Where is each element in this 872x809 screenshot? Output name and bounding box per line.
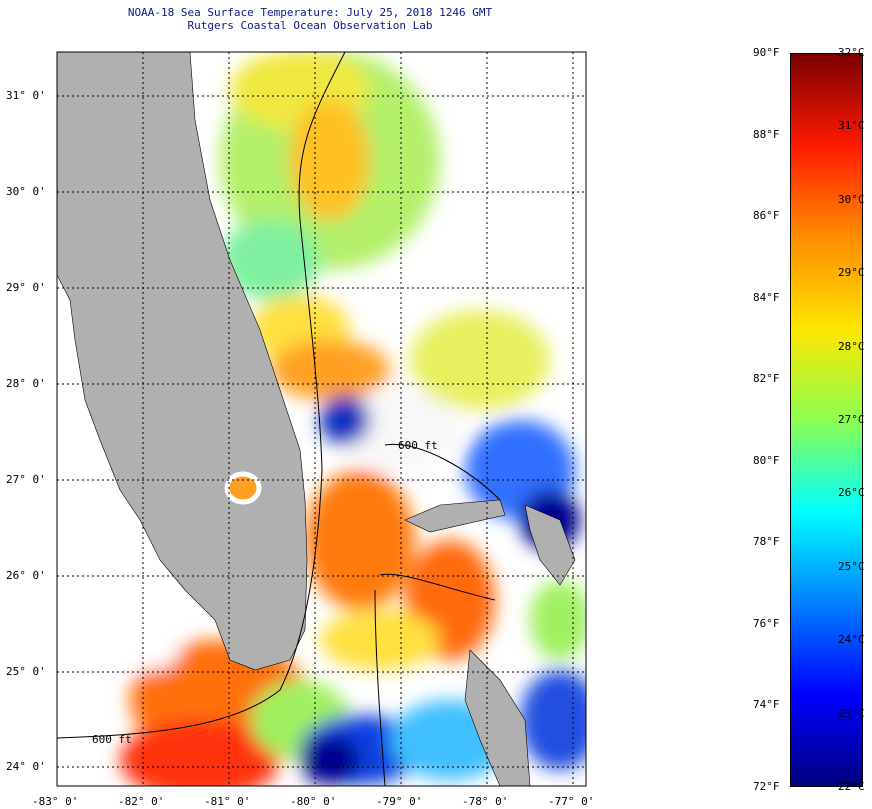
- fahrenheit-label: 80°F: [753, 453, 780, 467]
- fahrenheit-label: 76°F: [753, 616, 780, 630]
- contour-label: 600 ft: [92, 733, 132, 746]
- lat-label: 29° 0': [6, 281, 46, 294]
- map-subtitle: Rutgers Coastal Ocean Observation Lab: [187, 19, 433, 32]
- celsius-label: 25°C: [838, 559, 865, 573]
- florida-land: [57, 52, 308, 671]
- fahrenheit-label: 86°F: [753, 209, 780, 223]
- fahrenheit-label: 78°F: [753, 535, 780, 549]
- lon-label: -82° 0': [118, 795, 165, 808]
- sst-map: 600 ft 600 ft: [56, 51, 587, 787]
- lat-label: 25° 0': [6, 665, 46, 678]
- lon-label: -83° 0': [32, 795, 79, 808]
- lon-label: -78° 0': [462, 795, 509, 808]
- lake-okeechobee: [224, 471, 262, 505]
- celsius-label: 32°C: [838, 46, 865, 59]
- lat-label: 24° 0': [6, 760, 46, 773]
- grand-bahama: [404, 499, 506, 533]
- celsius-label: 29°C: [838, 266, 865, 280]
- celsius-label: 24°C: [838, 633, 865, 647]
- celsius-label: 22°C: [838, 780, 865, 793]
- celsius-label: 31°C: [838, 119, 865, 133]
- fahrenheit-label: 74°F: [753, 698, 780, 712]
- celsius-label: 30°C: [838, 192, 865, 206]
- depth-contour-600ft: [57, 52, 501, 786]
- contour-label: 600 ft: [398, 439, 438, 452]
- celsius-label: 26°C: [838, 486, 865, 500]
- fahrenheit-label: 72°F: [753, 780, 780, 793]
- lat-label: 30° 0': [6, 185, 46, 198]
- lat-label: 31° 0': [6, 89, 46, 102]
- celsius-label: 28°C: [838, 339, 865, 353]
- map-frame: [56, 51, 587, 787]
- fahrenheit-label: 84°F: [753, 290, 780, 304]
- lat-label: 28° 0': [6, 377, 46, 390]
- fahrenheit-label: 88°F: [753, 127, 780, 141]
- fahrenheit-label: 82°F: [753, 372, 780, 386]
- lon-label: -80° 0': [290, 795, 337, 808]
- lat-label: 27° 0': [6, 473, 46, 486]
- graticule: [57, 52, 586, 786]
- abaco-island: [524, 504, 576, 586]
- temperature-colorbar: [790, 53, 863, 787]
- fahrenheit-label: 90°F: [753, 46, 780, 59]
- celsius-label: 27°C: [838, 413, 865, 426]
- map-title: NOAA-18 Sea Surface Temperature: July 25…: [127, 6, 493, 19]
- celsius-label: 23°C: [838, 706, 865, 720]
- lon-label: -79° 0': [376, 795, 423, 808]
- lat-label: 26° 0': [6, 569, 46, 582]
- lon-label: -77° 0': [548, 795, 595, 808]
- lon-label: -81° 0': [204, 795, 251, 808]
- andros-island: [464, 649, 531, 786]
